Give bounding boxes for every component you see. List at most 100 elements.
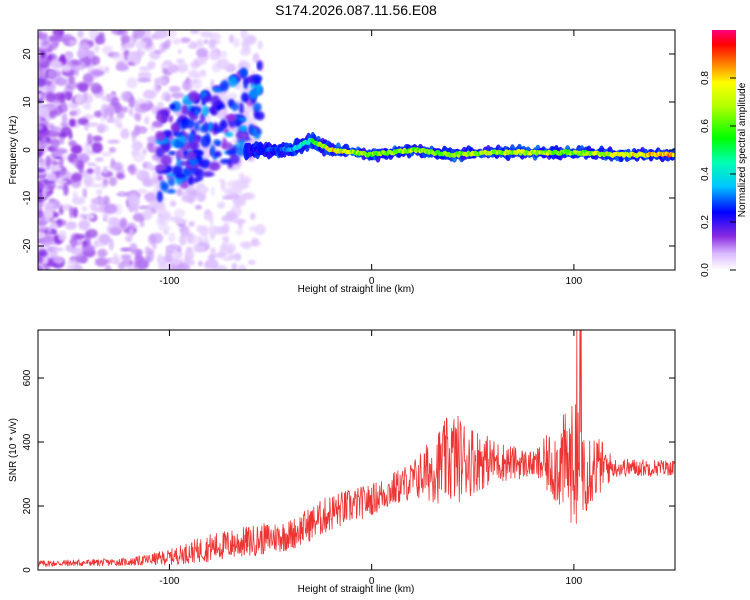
spectrogram-cell — [104, 106, 116, 116]
spectrogram-cell — [146, 136, 158, 143]
spectrogram-cell — [120, 128, 130, 139]
spectrogram-cell — [72, 191, 78, 201]
spectrogram-cell — [243, 192, 256, 200]
spectrogram-cell — [174, 218, 188, 225]
spectrogram-cell — [220, 158, 231, 164]
y-tick-label: 0 — [22, 567, 33, 573]
spectrogram-cell — [254, 224, 266, 236]
spectrogram-cell — [211, 47, 220, 56]
snr-panel: -100 0 100 0 200 400 600 Height of straight l… — [8, 329, 676, 595]
spectrogram-cell — [94, 165, 101, 177]
spectrogram-cell — [95, 157, 104, 162]
spectrogram-cell — [190, 41, 197, 49]
spectrogram-cell — [72, 207, 78, 218]
spectrogram-cell — [182, 167, 195, 177]
spectrogram-cell — [138, 205, 151, 210]
spectrogram-cell — [176, 58, 185, 64]
spectrogram-cell — [44, 79, 52, 86]
spectrogram-cell — [210, 186, 215, 197]
spectrogram-cell — [94, 257, 109, 267]
snr-x-ticks: -100 0 100 — [159, 330, 583, 587]
spectrogram-cell — [175, 139, 181, 148]
spectrogram-cell — [159, 206, 168, 214]
x-tick-label: 0 — [369, 276, 375, 287]
snr-x-label: Height of straight line (km) — [298, 584, 415, 595]
spectrogram-cell — [177, 62, 189, 73]
x-tick-label: 100 — [566, 276, 583, 287]
spectrogram-cell — [127, 195, 140, 208]
spectrogram-cell — [102, 45, 114, 55]
spectrogram-cell — [47, 226, 52, 234]
spectrogram-cell — [217, 201, 226, 209]
spectrogram-cell — [135, 258, 150, 269]
spectrogram-cell — [102, 212, 109, 220]
spectrogram-cell — [166, 188, 176, 194]
spectrogram-cell — [103, 203, 118, 215]
spectrogram-cell — [48, 35, 60, 43]
spectrogram-cell — [59, 136, 65, 145]
spectrogram-cell — [197, 186, 209, 194]
spectrogram-cell — [160, 78, 168, 86]
spectrogram-cell — [126, 77, 138, 89]
spectrogram-cell — [192, 178, 200, 183]
spectrogram-cell — [63, 184, 69, 196]
spectrogram-cell — [196, 47, 209, 58]
spectrogram-cell — [208, 32, 221, 41]
spectrogram-cell — [140, 103, 154, 110]
spectrogram-cell — [38, 168, 46, 173]
spectrogram-cell — [45, 92, 56, 103]
spectrogram-cell — [160, 154, 172, 167]
colorbar-tick-label: 0.6 — [700, 119, 711, 133]
spectrogram-cell — [98, 233, 111, 245]
spectrogram-cell — [67, 259, 79, 268]
spectrogram-cell — [210, 248, 216, 255]
spectrogram-cell — [257, 40, 263, 50]
spectrogram-cell — [201, 105, 209, 117]
spectrogram-cell — [111, 30, 125, 36]
spectrogram-cell — [93, 44, 100, 54]
spectrogram-cell — [147, 234, 157, 245]
spectrogram-cell — [224, 131, 234, 138]
snr-y-label: SNR (10 * v/v) — [8, 418, 19, 482]
spectrogram-cell — [87, 162, 97, 167]
y-tick-label: 20 — [22, 48, 33, 60]
spectrogram-cell — [248, 89, 259, 100]
spectrogram-cell — [188, 259, 195, 266]
spectrogram-cell — [168, 150, 177, 156]
spectrogram-cell — [190, 60, 201, 69]
spectrogram-cell — [65, 81, 78, 90]
spectrogram-cell — [49, 216, 55, 224]
spectrogram-cell — [129, 163, 136, 176]
spectrogram-cell — [179, 234, 187, 246]
spectrogram-cell — [42, 186, 47, 199]
spectrogram-cell — [65, 53, 73, 60]
spectrogram-cell — [134, 101, 140, 113]
spectrogram-cell — [142, 161, 153, 170]
spectrogram-cell — [38, 197, 42, 204]
spectrogram-cell — [151, 106, 159, 115]
spectrogram-cell — [54, 165, 62, 172]
spectrogram-cell — [238, 183, 249, 190]
y-tick-label: -10 — [22, 190, 33, 205]
spectrogram-cell — [164, 138, 170, 145]
spectrogram-cell — [68, 140, 77, 147]
spectrogram-cell — [157, 253, 162, 262]
spectrogram-cell — [115, 64, 130, 72]
spectrogram-cell — [156, 131, 167, 142]
spectrogram-cell — [102, 178, 109, 186]
snr-series-line — [38, 330, 675, 568]
spectrogram-cell — [168, 232, 176, 243]
spectrogram-cell — [233, 218, 247, 224]
spectrogram-cell — [158, 215, 166, 225]
spectrogram-cell — [219, 50, 228, 58]
colorbar: 0.0 0.2 0.4 0.6 0.8 Normalized spectral ampl… — [700, 30, 748, 277]
spectrogram-x-ticks: -100 0 100 — [159, 30, 583, 287]
spectrogram-cell — [75, 253, 87, 264]
spectrogram-cell — [248, 124, 254, 135]
spectrogram-cell — [240, 126, 246, 132]
spectrogram-cell — [181, 104, 189, 115]
spectrogram-cell — [238, 117, 247, 122]
spectrogram-cell — [161, 110, 166, 122]
spectrogram-cell — [116, 172, 125, 180]
snr-frame — [37, 329, 676, 571]
